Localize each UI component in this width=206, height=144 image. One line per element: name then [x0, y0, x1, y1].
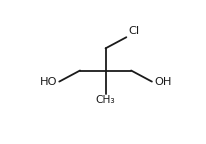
- Text: OH: OH: [154, 77, 172, 87]
- Text: Cl: Cl: [129, 26, 140, 36]
- Text: CH₃: CH₃: [96, 95, 115, 105]
- Text: HO: HO: [39, 77, 57, 87]
